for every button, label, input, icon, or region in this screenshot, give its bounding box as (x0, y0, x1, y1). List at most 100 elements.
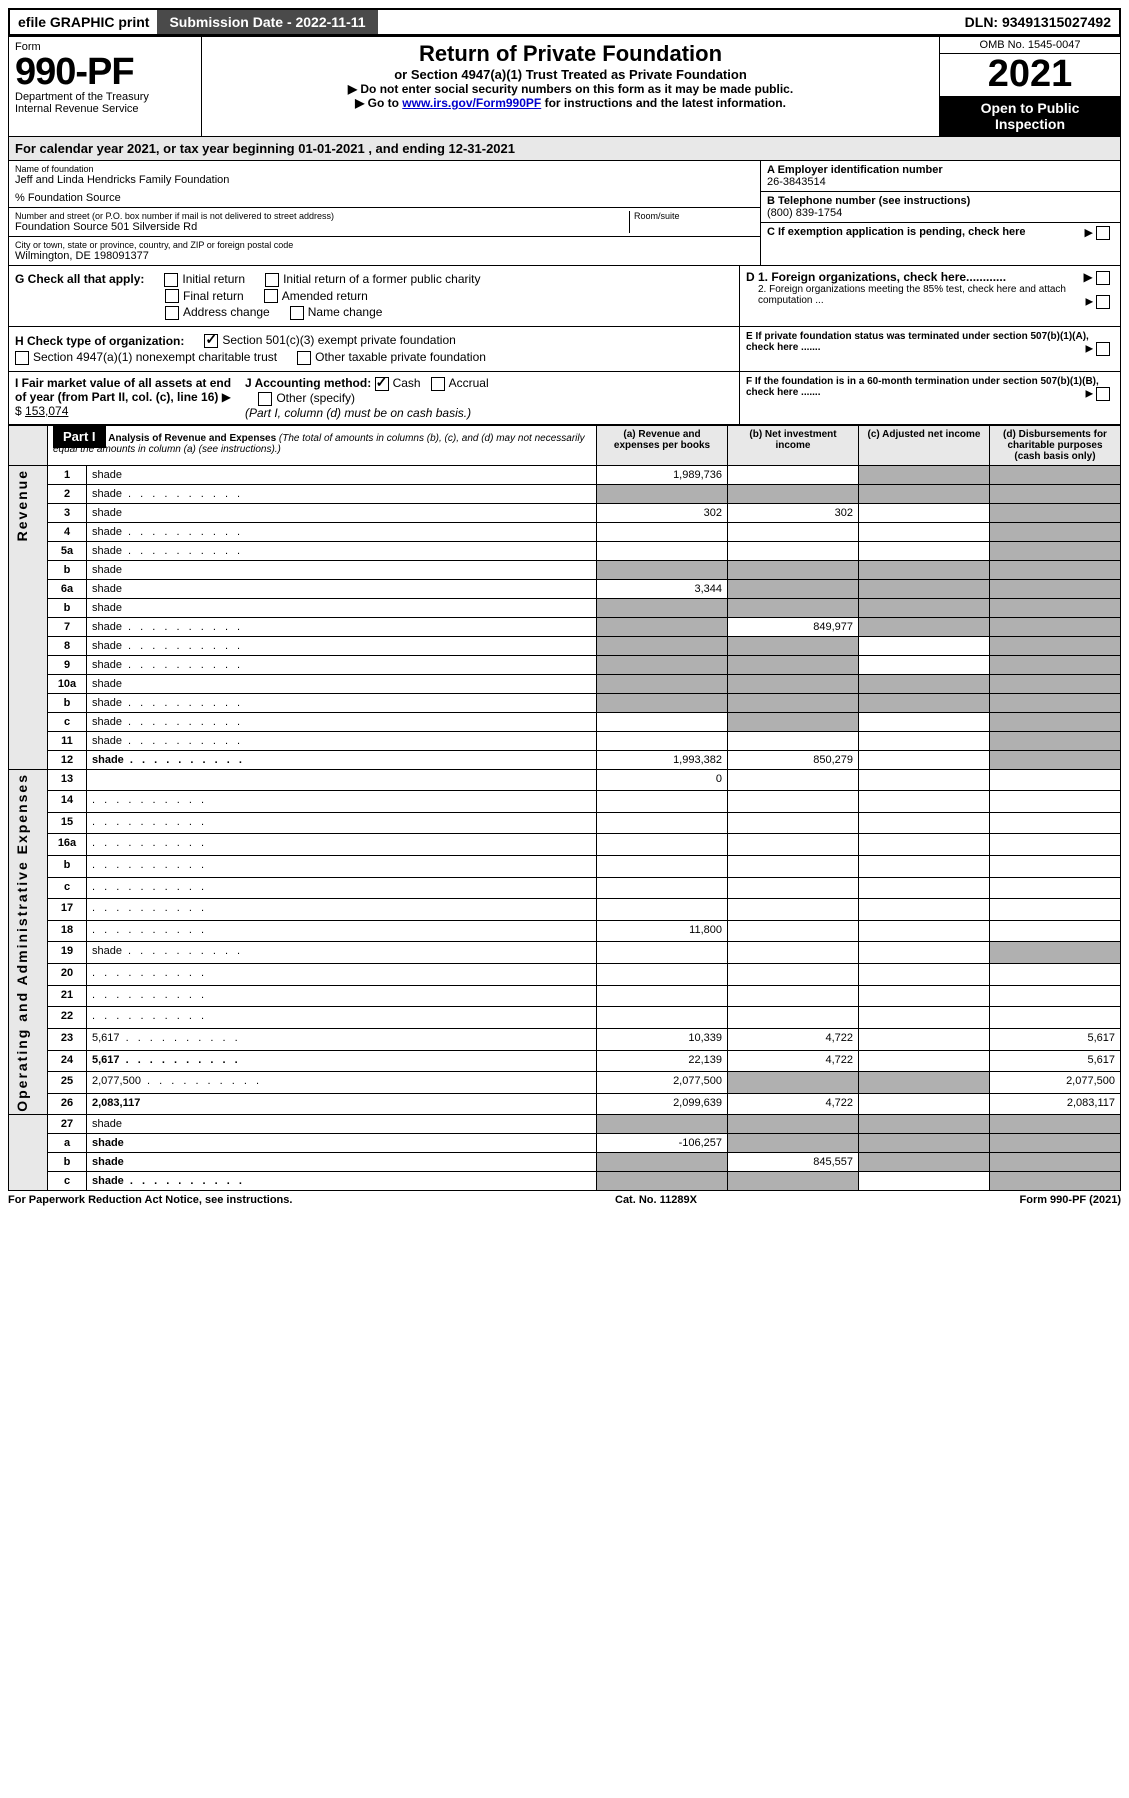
row-desc: shade (87, 1153, 597, 1172)
row-num: b (48, 856, 87, 878)
row-num: 10a (48, 674, 87, 693)
j-note: (Part I, column (d) must be on cash basi… (245, 406, 471, 420)
row-desc: shade (87, 731, 597, 750)
submission-date: Submission Date - 2022-11-11 (157, 10, 377, 34)
col-b-header: (b) Net investment income (728, 425, 859, 465)
table-row: 21 (9, 985, 1121, 1007)
efile-label[interactable]: efile GRAPHIC print (10, 10, 157, 34)
row-num: 19 (48, 942, 87, 964)
row-num: b (48, 598, 87, 617)
omb-number: OMB No. 1545-0047 (940, 37, 1120, 54)
form-number: 990-PF (15, 53, 195, 91)
checkbox-initial-pub[interactable] (265, 273, 279, 287)
checkbox-amended[interactable] (264, 289, 278, 303)
checkbox-d1[interactable] (1096, 271, 1110, 285)
row-num: 27 (48, 1115, 87, 1134)
footer-mid: Cat. No. 11289X (615, 1194, 697, 1206)
row-num: 11 (48, 731, 87, 750)
checkbox-initial[interactable] (164, 273, 178, 287)
row-desc: shade (87, 522, 597, 541)
checkbox-f[interactable] (1096, 387, 1110, 401)
care-of: % Foundation Source (15, 192, 754, 204)
irs-label: Internal Revenue Service (15, 103, 195, 115)
row-desc: shade (87, 1115, 597, 1134)
section-i-f: I Fair market value of all assets at end… (8, 372, 1121, 425)
form-note2: ▶ Go to www.irs.gov/Form990PF for instru… (210, 96, 931, 110)
row-num: 22 (48, 1007, 87, 1029)
table-row: 12shade1,993,382850,279 (9, 750, 1121, 769)
row-desc: shade (87, 1172, 597, 1191)
col-d-header: (d) Disbursements for charitable purpose… (990, 425, 1121, 465)
checkbox-other-tax[interactable] (297, 351, 311, 365)
row-desc (87, 920, 597, 942)
col-a-header: (a) Revenue and expenses per books (597, 425, 728, 465)
c-label: C If exemption application is pending, c… (767, 226, 1026, 238)
row-desc: shade (87, 636, 597, 655)
table-row: 27shade (9, 1115, 1121, 1134)
table-row: cshade (9, 1172, 1121, 1191)
checkbox-e[interactable] (1096, 342, 1110, 356)
row-num: 24 (48, 1050, 87, 1072)
row-num: 12 (48, 750, 87, 769)
form-subtitle: or Section 4947(a)(1) Trust Treated as P… (210, 67, 931, 82)
checkbox-4947[interactable] (15, 351, 29, 365)
arrow-icon: ▶ (1084, 226, 1114, 240)
table-row: 6ashade3,344 (9, 579, 1121, 598)
dept-label: Department of the Treasury (15, 91, 195, 103)
row-desc (87, 964, 597, 986)
row-num: a (48, 1134, 87, 1153)
row-desc: shade (87, 712, 597, 731)
table-row: 19shade (9, 942, 1121, 964)
row-num: 23 (48, 1028, 87, 1050)
row-num: b (48, 1153, 87, 1172)
row-num: 3 (48, 503, 87, 522)
row-desc: shade (87, 655, 597, 674)
checkbox-final[interactable] (165, 289, 179, 303)
row-desc (87, 899, 597, 921)
row-desc: shade (87, 598, 597, 617)
row-num: 20 (48, 964, 87, 986)
row-desc: shade (87, 617, 597, 636)
checkbox-name[interactable] (290, 306, 304, 320)
table-row: 10ashade (9, 674, 1121, 693)
row-desc (87, 769, 597, 791)
room-label: Room/suite (634, 211, 754, 221)
table-row: 3shade302302 (9, 503, 1121, 522)
side-label: Revenue (14, 469, 30, 541)
table-row: b (9, 856, 1121, 878)
row-num: 9 (48, 655, 87, 674)
checkbox-other[interactable] (258, 392, 272, 406)
row-num: 14 (48, 791, 87, 813)
row-num: 5a (48, 541, 87, 560)
phone-value: (800) 839-1754 (767, 207, 1114, 219)
checkbox-cash[interactable] (375, 377, 389, 391)
row-num: 21 (48, 985, 87, 1007)
section-g-d: G Check all that apply: Initial return I… (8, 266, 1121, 327)
checkbox-address[interactable] (165, 306, 179, 320)
checkbox-accrual[interactable] (431, 377, 445, 391)
form-note1: ▶ Do not enter social security numbers o… (210, 82, 931, 96)
side-label: Operating and Administrative Expenses (14, 773, 30, 1112)
row-num: 6a (48, 579, 87, 598)
row-desc (87, 791, 597, 813)
i-value: 153,074 (25, 404, 68, 418)
row-num: 26 (48, 1093, 87, 1115)
checkbox-d2[interactable] (1096, 295, 1110, 309)
city-state-zip: Wilmington, DE 198091377 (15, 250, 754, 262)
table-row: 8shade (9, 636, 1121, 655)
table-row: 11shade (9, 731, 1121, 750)
row-desc: shade (87, 750, 597, 769)
checkbox-c[interactable] (1096, 226, 1110, 240)
f-label: F If the foundation is in a 60-month ter… (746, 376, 1099, 398)
table-row: 9shade (9, 655, 1121, 674)
row-num: c (48, 712, 87, 731)
row-num: 25 (48, 1072, 87, 1094)
row-num: 4 (48, 522, 87, 541)
row-num: c (48, 877, 87, 899)
checkbox-501c3[interactable] (204, 334, 218, 348)
table-row: 14 (9, 791, 1121, 813)
row-num: 18 (48, 920, 87, 942)
form-link[interactable]: www.irs.gov/Form990PF (402, 96, 541, 110)
row-desc: shade (87, 503, 597, 522)
row-desc: 2,077,500 (87, 1072, 597, 1094)
